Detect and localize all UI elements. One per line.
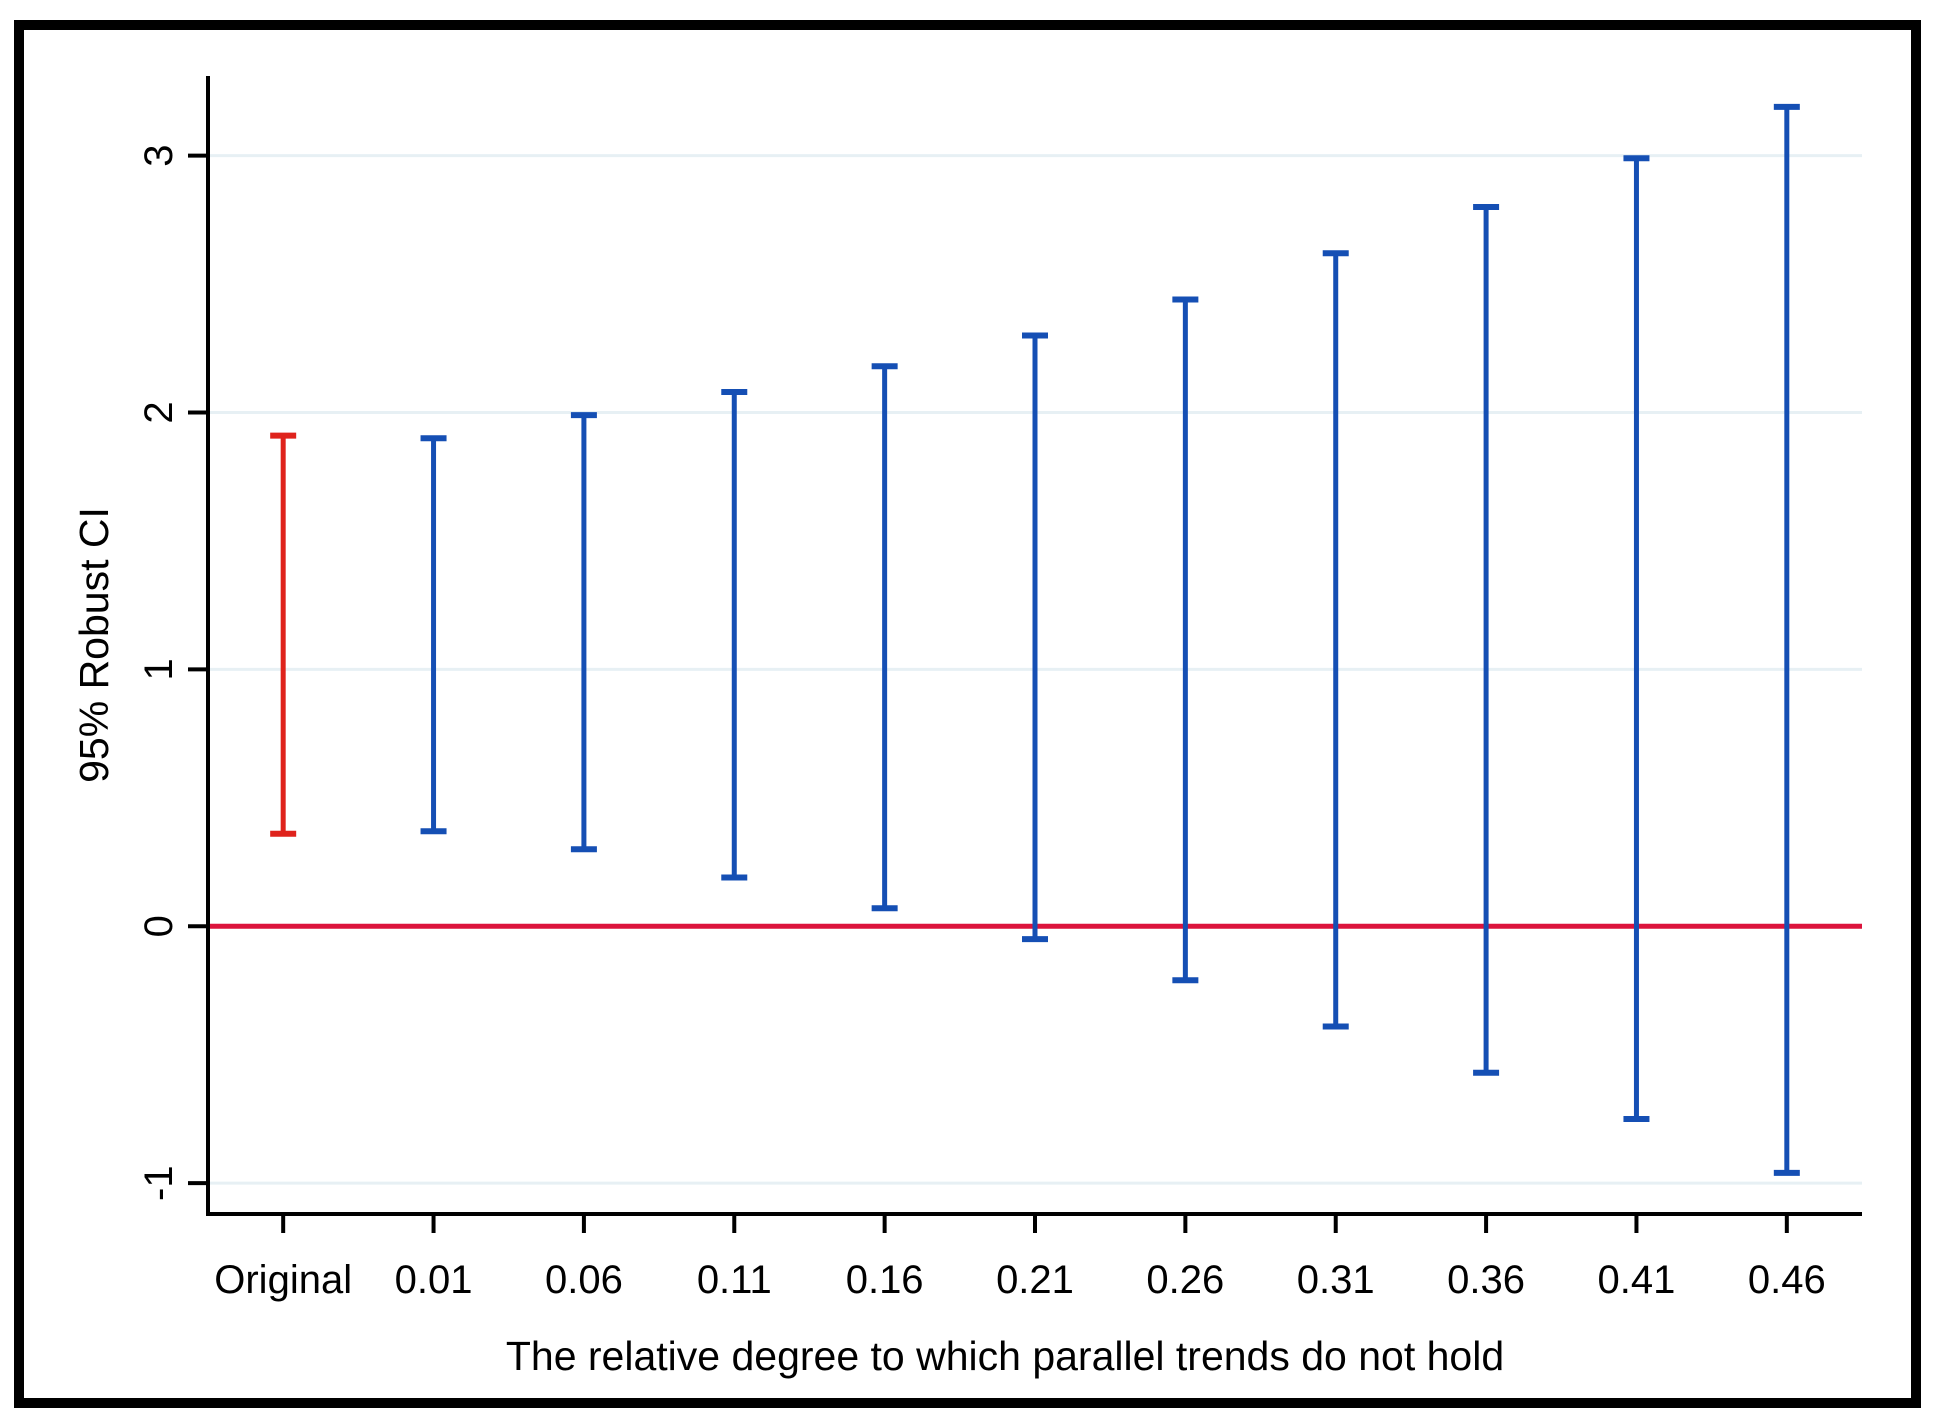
x-tick-label-0.46: 0.46 [1748,1258,1826,1302]
y-tick-label-0: 0 [137,915,181,937]
x-tick-label-0.16: 0.16 [846,1258,924,1302]
x-tick-label-0.31: 0.31 [1297,1258,1375,1302]
x-tick-label-0.41: 0.41 [1598,1258,1676,1302]
error-bar-Original [270,432,297,837]
error-bar-0.06 [570,412,597,853]
error-bar-0.21 [1022,332,1048,943]
error-bar-0.16 [871,363,898,912]
y-tick-label-2: 2 [137,401,181,423]
y-tick-label-1: 1 [137,658,181,680]
y-axis-title: 95% Robust CI [71,507,117,783]
y-tick-label-3: 3 [137,145,181,167]
x-tick-label-0.01: 0.01 [395,1258,473,1302]
x-tick-label-0.06: 0.06 [545,1258,623,1302]
error-bar-0.46 [1773,103,1800,1176]
x-axis-title: The relative degree to which parallel tr… [506,1333,1504,1379]
y-tick-label--1: -1 [137,1165,181,1201]
x-tick-label-0.36: 0.36 [1447,1258,1525,1302]
error-bar-0.11 [721,388,748,881]
error-bar-0.31 [1322,250,1349,1030]
x-tick-label-0.21: 0.21 [996,1258,1074,1302]
error-bar-0.26 [1172,296,1199,984]
x-tick-label-0.26: 0.26 [1146,1258,1224,1302]
x-tick-label-Original: Original [214,1258,352,1302]
error-bar-0.01 [420,435,447,835]
error-bar-0.36 [1473,204,1500,1076]
error-bar-0.41 [1623,155,1650,1122]
x-tick-label-0.11: 0.11 [697,1258,772,1302]
